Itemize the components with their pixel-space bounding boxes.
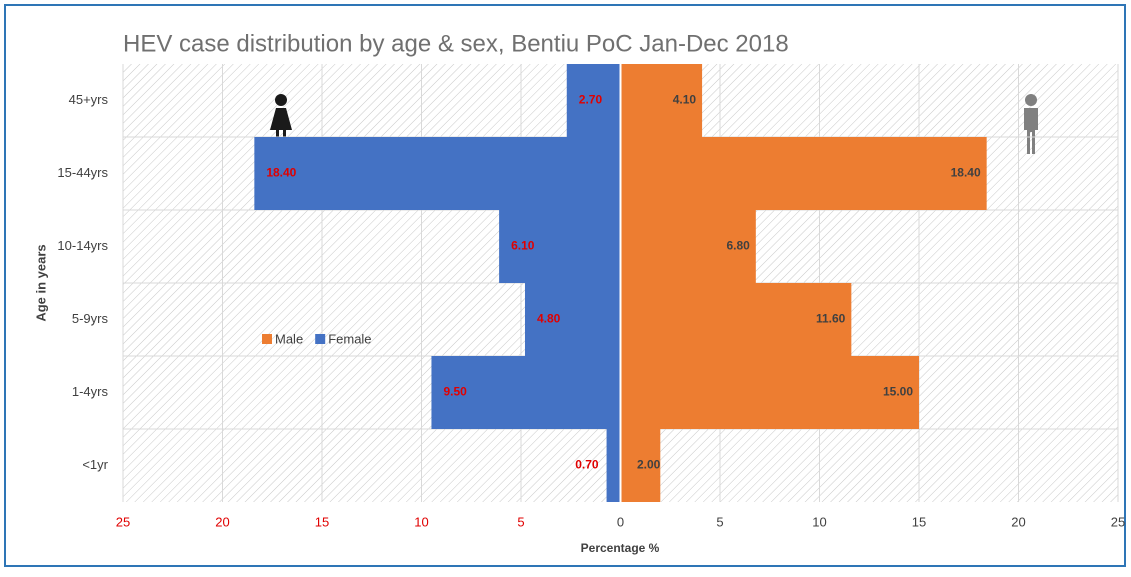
data-label: 18.40 — [951, 166, 981, 180]
y-tick-label: 1-4yrs — [72, 384, 109, 399]
data-label: 15.00 — [883, 385, 913, 399]
x-tick-label: 5 — [716, 514, 723, 529]
chart-title: HEV case distribution by age & sex, Bent… — [123, 30, 789, 57]
x-tick-label: 5 — [517, 514, 524, 529]
x-axis-title: Percentage % — [581, 541, 660, 555]
male-icon — [1024, 94, 1038, 154]
data-label: 9.50 — [443, 385, 467, 399]
x-tick-label: 10 — [414, 514, 428, 529]
y-tick-label: 10-14yrs — [57, 238, 108, 253]
bar — [620, 64, 703, 137]
legend-label: Male — [275, 331, 303, 346]
bar — [620, 210, 756, 283]
x-tick-label: 15 — [315, 514, 329, 529]
legend-swatch — [262, 334, 272, 344]
y-tick-label: <1yr — [82, 457, 108, 472]
x-tick-label: 20 — [1011, 514, 1025, 529]
data-label: 11.60 — [816, 312, 846, 326]
bar — [620, 356, 919, 429]
bar — [431, 356, 621, 429]
legend-swatch — [315, 334, 326, 344]
x-tick-label: 25 — [1111, 514, 1125, 529]
x-tick-label: 0 — [617, 514, 624, 529]
y-axis-title: Age in years — [33, 244, 48, 321]
data-label: 4.80 — [537, 312, 561, 326]
legend-label: Female — [328, 331, 371, 346]
x-tick-label: 20 — [215, 514, 229, 529]
bar — [620, 283, 852, 356]
female-icon — [270, 94, 292, 154]
data-label: 4.10 — [673, 93, 697, 107]
y-tick-label: 45+yrs — [69, 92, 109, 107]
y-tick-label: 5-9yrs — [72, 311, 109, 326]
bar — [566, 64, 621, 137]
y-tick-label: 15-44yrs — [57, 165, 108, 180]
x-tick-label: 10 — [812, 514, 826, 529]
data-label: 6.10 — [511, 239, 535, 253]
x-tick-label: 25 — [116, 514, 130, 529]
data-label: 0.70 — [575, 458, 599, 472]
bar — [254, 137, 621, 210]
data-label: 2.70 — [579, 93, 603, 107]
data-label: 18.40 — [266, 166, 296, 180]
bar — [620, 137, 987, 210]
data-label: 6.80 — [726, 239, 750, 253]
bar — [620, 429, 661, 502]
data-label: 2.00 — [637, 458, 661, 472]
bar — [606, 429, 621, 502]
x-tick-label: 15 — [912, 514, 926, 529]
bar — [524, 283, 621, 356]
bar — [499, 210, 621, 283]
